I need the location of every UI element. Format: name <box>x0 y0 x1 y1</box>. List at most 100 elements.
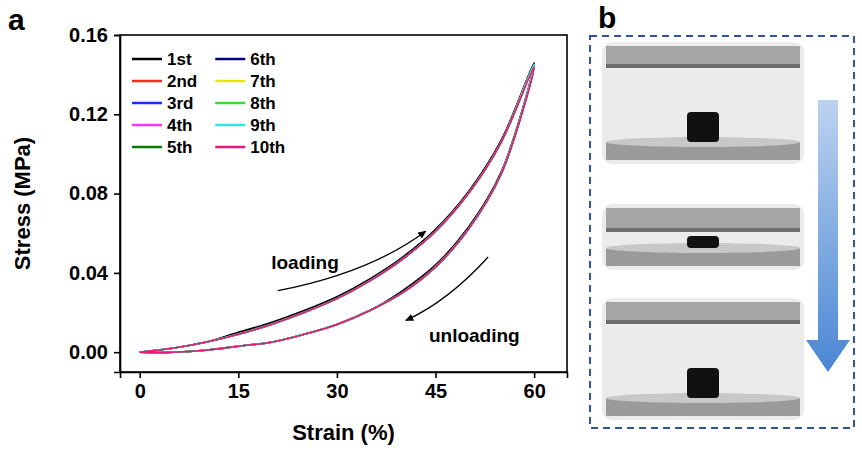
legend-swatch <box>132 124 162 127</box>
x-axis-title: Strain (%) <box>292 420 395 445</box>
plot-frame <box>120 35 567 372</box>
legend-swatch <box>215 58 245 61</box>
annotation-arrow <box>278 231 426 290</box>
legend-label: 2nd <box>167 72 197 91</box>
legend-label: 7th <box>250 72 276 91</box>
legend-item: 5th <box>132 138 193 157</box>
direction-arrow <box>806 100 850 372</box>
legend-swatch <box>215 146 245 149</box>
tick-label: 60 <box>524 380 546 402</box>
cycle-line <box>140 65 535 353</box>
tick: 0 <box>135 372 146 402</box>
photo <box>602 298 804 420</box>
tick-label: 0 <box>135 380 146 402</box>
legend-label: 4th <box>167 116 193 135</box>
tick-mark <box>435 372 437 378</box>
legend-label: 1st <box>167 50 192 69</box>
photo-ground <box>602 42 804 164</box>
legend-swatch <box>132 80 162 83</box>
tick-mark <box>534 372 536 378</box>
photo-panel <box>590 36 854 428</box>
legend-label: 5th <box>167 138 193 157</box>
cycle-line <box>140 65 535 353</box>
tick: 0.00 <box>69 341 120 363</box>
annotations: loading unloading <box>271 231 520 346</box>
tick-label: 0.16 <box>69 24 108 46</box>
legend-label: 10th <box>250 138 285 157</box>
tick-mark <box>114 114 120 116</box>
tick-label: 15 <box>228 380 250 402</box>
legend-item: 10th <box>215 138 285 157</box>
sample <box>687 368 719 398</box>
plot-area <box>140 63 535 353</box>
tick-label: 30 <box>326 380 348 402</box>
axis-line <box>114 36 121 373</box>
tick-mark <box>114 35 120 37</box>
legend-item: 4th <box>132 116 193 135</box>
legend-item: 6th <box>215 50 276 69</box>
y-axis-title: Stress (MPa) <box>10 137 35 270</box>
tick-label: 45 <box>425 380 447 402</box>
legend-label: 3rd <box>167 94 193 113</box>
legend-swatch <box>132 102 162 105</box>
legend-label: 9th <box>250 116 276 135</box>
photo-ground <box>602 204 804 270</box>
panel-label: a <box>8 3 25 36</box>
legend-item: 9th <box>215 116 276 135</box>
legend-swatch <box>215 80 245 83</box>
tick: 45 <box>425 372 447 402</box>
tick-mark <box>337 372 339 378</box>
legend-swatch <box>132 146 162 149</box>
cycle-line <box>140 65 535 353</box>
legend-label: 8th <box>250 94 276 113</box>
legend-item: 1st <box>132 50 192 69</box>
annotation: unloading <box>429 325 520 346</box>
annotation-arrow <box>406 257 488 320</box>
dashed-frame <box>590 36 854 428</box>
cycle-line <box>140 65 535 353</box>
upper-plate <box>606 208 800 232</box>
upper-plate <box>606 302 800 324</box>
upper-plate-face <box>606 64 800 68</box>
tick-mark <box>114 352 120 354</box>
legend-label: 6th <box>250 50 276 69</box>
tick-label: 0.08 <box>69 182 108 204</box>
cycle-line <box>140 65 535 353</box>
legend-item: 3rd <box>132 94 193 113</box>
sample <box>687 112 719 142</box>
tick-label: 0.12 <box>69 103 108 125</box>
legend-swatch <box>132 58 162 61</box>
tick-label: 0.00 <box>69 341 108 363</box>
tick: 0.04 <box>69 262 120 284</box>
x-axis: 0 15 30 45 60 <box>121 372 568 402</box>
tick: 0.12 <box>69 103 120 125</box>
annotation: loading <box>271 252 339 273</box>
figure: a 0 15 30 45 60 0.00 0.04 0.08 0.12 0.16 Strain (%)… <box>0 0 862 455</box>
legend-item: 8th <box>215 94 276 113</box>
photo-ground <box>602 298 804 420</box>
tick: 60 <box>524 372 546 402</box>
legend-item: 7th <box>215 72 276 91</box>
y-axis: 0.00 0.04 0.08 0.12 0.16 <box>69 24 120 373</box>
legend-item: 2nd <box>132 72 197 91</box>
upper-plate-face <box>606 228 800 232</box>
tick: 30 <box>326 372 348 402</box>
tick: 15 <box>228 372 250 402</box>
cycle-line <box>140 67 535 353</box>
photo <box>602 42 804 164</box>
axis-line <box>121 373 568 379</box>
cycle-line <box>140 65 535 353</box>
sample <box>687 236 719 248</box>
legend: 1st 2nd 3rd 4th 5th 6th 7th 8th 9th 10th <box>132 50 285 157</box>
tick-mark <box>139 372 141 378</box>
tick-mark <box>238 372 240 378</box>
cycle-line <box>140 65 535 353</box>
cycle-line <box>140 63 535 353</box>
legend-swatch <box>215 124 245 127</box>
upper-plate-face <box>606 320 800 324</box>
cycle-line <box>140 65 535 353</box>
photo <box>602 204 804 270</box>
tick-mark <box>114 273 120 275</box>
upper-plate <box>606 46 800 68</box>
panel-label: b <box>598 1 616 34</box>
